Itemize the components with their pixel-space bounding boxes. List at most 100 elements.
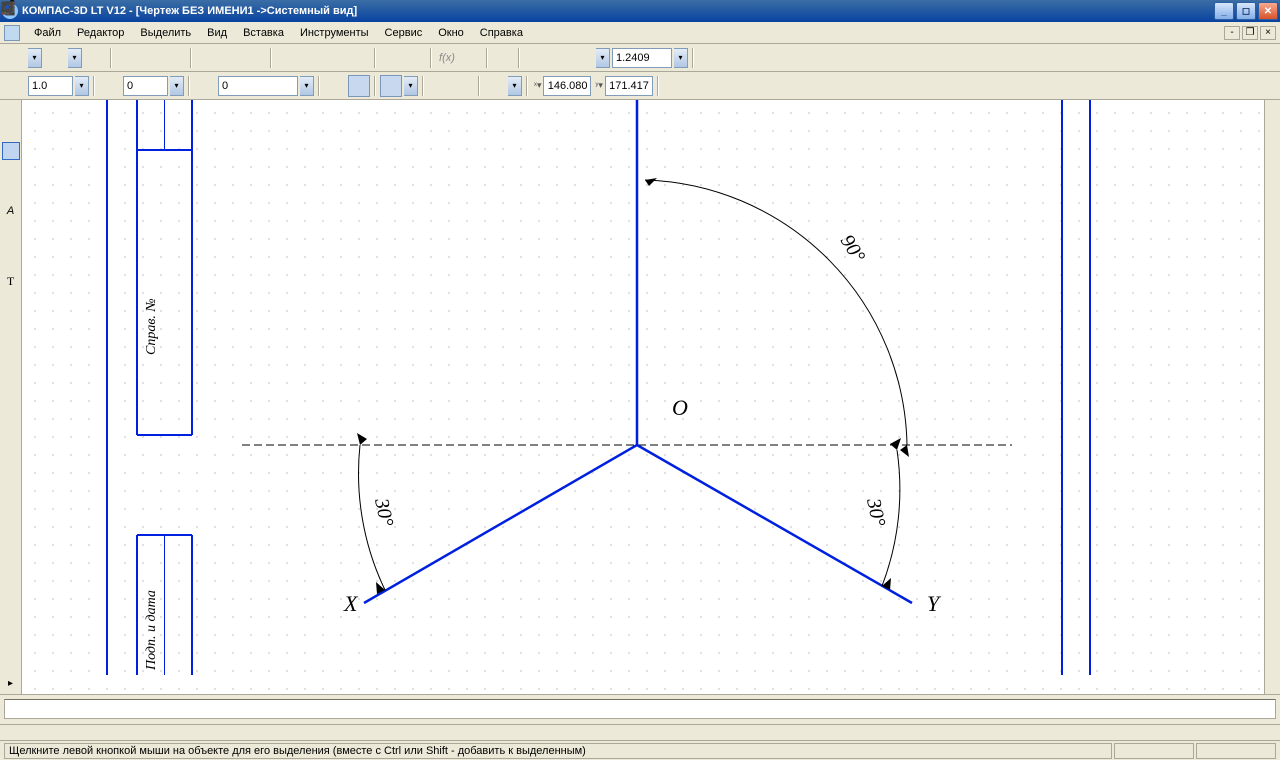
save-button[interactable] [84,47,106,69]
geom-tool[interactable] [2,102,20,120]
cut-button[interactable] [196,47,218,69]
layer-num-input[interactable] [123,76,168,96]
layer-state-input[interactable] [218,76,298,96]
notation-tool[interactable] [2,142,20,160]
mdi-minimize[interactable]: - [1224,26,1240,40]
coord-y-input[interactable] [605,76,653,96]
table2-tool[interactable] [2,292,20,310]
maximize-button[interactable]: ◻ [1236,2,1256,20]
vars-button[interactable] [300,47,322,69]
grid-dots [22,100,1264,694]
open-dropdown[interactable]: ▾ [68,48,82,68]
point-tool[interactable] [2,512,20,530]
expand-icon[interactable]: ▸ [2,674,20,692]
text-tool[interactable]: T [2,272,20,290]
separator [374,76,376,96]
lib-button[interactable] [324,47,346,69]
zoom-value-input[interactable] [612,48,672,68]
layers-mgr-button[interactable] [194,75,216,97]
base-tool[interactable] [2,312,20,330]
separator [318,76,320,96]
close-button[interactable]: ✕ [1258,2,1278,20]
lcs-dropdown[interactable]: ▾ [508,76,522,96]
menu-help[interactable]: Справка [472,25,531,41]
fx-button[interactable]: f(x) [436,47,458,69]
axis-tool[interactable] [2,472,20,490]
arrow-tool[interactable] [2,372,20,390]
y-label: ʸ▾ [595,80,602,91]
section-tool[interactable] [2,432,20,450]
snap-off-button[interactable] [348,75,370,97]
grid-button[interactable] [380,75,402,97]
select-tool[interactable] [2,242,20,260]
zoom-dropdown[interactable]: ▾ [596,48,610,68]
toolbar-standard: ▾ ▾ f(x) ? + – ▾ ▾ [0,44,1280,72]
layer-num-dropdown[interactable]: ▾ [170,76,184,96]
edit-tool[interactable] [2,182,20,200]
settings-button[interactable] [663,75,685,97]
undo-button[interactable] [380,47,402,69]
zoom-window-button[interactable] [572,47,594,69]
lcs-button[interactable] [484,75,506,97]
grid-dropdown[interactable]: ▾ [404,76,418,96]
menu-service[interactable]: Сервис [377,25,431,41]
menu-insert[interactable]: Вставка [235,25,292,41]
frame-tool[interactable] [2,412,20,430]
copy-button[interactable] [220,47,242,69]
drawing-canvas[interactable]: Справ. №Подп. и датаOXY90°30°30° [22,100,1264,694]
preview-button[interactable] [140,47,162,69]
layer-button[interactable] [99,75,121,97]
paste-button[interactable] [244,47,266,69]
style-num-dropdown[interactable]: ▾ [75,76,89,96]
menu-editor[interactable]: Редактор [69,25,132,41]
mdi-restore[interactable]: ❐ [1242,26,1258,40]
style-num-input[interactable] [28,76,73,96]
layer-state-dropdown[interactable]: ▾ [300,76,314,96]
redraw-button[interactable] [770,47,792,69]
menu-select[interactable]: Выделить [132,25,199,41]
param-tool[interactable]: A [2,202,20,220]
center-tool[interactable] [2,492,20,510]
new-button[interactable] [4,47,26,69]
round-button[interactable] [452,75,474,97]
menu-view[interactable]: Вид [199,25,235,41]
minimize-button[interactable]: _ [1214,2,1234,20]
measure-tool[interactable] [2,222,20,240]
zoom-fit-button[interactable] [492,47,514,69]
zoom-prev-button[interactable] [722,47,744,69]
zoom-value-dropdown[interactable]: ▾ [674,48,688,68]
sheet-button[interactable] [164,47,186,69]
view-arrow-tool[interactable] [2,452,20,470]
status-text: Щелкните левой кнопкой мыши на объекте д… [4,743,1112,759]
doc-icon [4,25,20,41]
vertical-scrollbar[interactable] [1264,100,1280,694]
snap-on-button[interactable] [324,75,346,97]
zoom-in-button[interactable]: + [524,47,546,69]
ortho-button[interactable] [428,75,450,97]
catalog-button[interactable] [348,47,370,69]
menu-tools[interactable]: Инструменты [292,25,377,41]
menu-window[interactable]: Окно [430,25,472,41]
menu-file[interactable]: Файл [26,25,69,41]
leader-tool[interactable] [2,352,20,370]
mdi-close[interactable]: × [1260,26,1276,40]
open-button[interactable] [44,47,66,69]
dim-tool[interactable] [2,122,20,140]
x-label: ˣ▾ [534,80,541,91]
views-button[interactable] [794,47,816,69]
rough-tool[interactable] [2,332,20,350]
whatsthis-button[interactable]: ? [460,47,482,69]
hscroll-area[interactable] [0,724,1280,740]
zoom-out-button[interactable]: – [548,47,570,69]
pan-button[interactable] [698,47,720,69]
props-button[interactable] [276,47,298,69]
redo-button[interactable] [404,47,426,69]
wave-tool[interactable] [2,392,20,410]
table-tool[interactable] [2,162,20,180]
print-button[interactable] [116,47,138,69]
new-dropdown[interactable]: ▾ [28,48,42,68]
coord-x-input[interactable] [543,76,591,96]
style-button[interactable] [4,75,26,97]
zoom-next-button[interactable] [746,47,768,69]
toolbar-properties: ▾ ▾ ▾ ▾ ▾ ˣ▾ ʸ▾ [0,72,1280,100]
